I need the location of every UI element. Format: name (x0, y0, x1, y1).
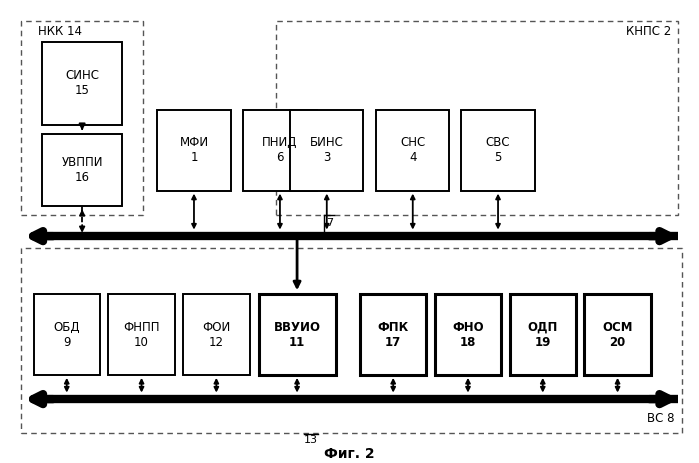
Text: ОСМ
20: ОСМ 20 (603, 320, 633, 349)
Bar (183, 294, 250, 375)
Text: ФНПП
10: ФНПП 10 (123, 320, 160, 349)
Text: ОДП
19: ОДП 19 (528, 320, 558, 349)
Bar (259, 294, 336, 375)
Text: ФОИ
12: ФОИ 12 (202, 320, 231, 349)
Bar (360, 294, 426, 375)
Bar (510, 294, 576, 375)
Bar (376, 110, 449, 191)
Text: 7: 7 (326, 218, 333, 228)
Text: УВППИ
16: УВППИ 16 (62, 156, 103, 184)
Text: КНПС 2: КНПС 2 (626, 25, 671, 38)
Bar (435, 294, 501, 375)
Text: ОБД
9: ОБД 9 (53, 320, 80, 349)
Text: ВС 8: ВС 8 (647, 412, 675, 425)
Text: СВС
5: СВС 5 (486, 136, 510, 164)
Text: ПНИД
6: ПНИД 6 (262, 136, 298, 164)
Text: 13: 13 (304, 435, 318, 445)
Bar (34, 294, 100, 375)
Text: ВВУИО
11: ВВУИО 11 (273, 320, 321, 349)
Bar (42, 42, 122, 125)
Bar (584, 294, 651, 375)
Bar (21, 248, 682, 433)
Text: СНС
4: СНС 4 (400, 136, 426, 164)
Text: НКК 14: НКК 14 (38, 25, 82, 38)
Bar (157, 110, 231, 191)
Text: СИНС
15: СИНС 15 (65, 69, 99, 97)
Bar (276, 21, 678, 215)
Text: ФПК
17: ФПК 17 (377, 320, 409, 349)
Bar (21, 21, 143, 215)
Text: ФНО
18: ФНО 18 (452, 320, 484, 349)
Bar (108, 294, 175, 375)
Text: БИНС
3: БИНС 3 (310, 136, 344, 164)
Text: Фиг. 2: Фиг. 2 (324, 447, 375, 461)
Text: МФИ
1: МФИ 1 (180, 136, 208, 164)
Bar (243, 110, 317, 191)
Bar (42, 134, 122, 206)
Bar (290, 110, 363, 191)
Bar (461, 110, 535, 191)
